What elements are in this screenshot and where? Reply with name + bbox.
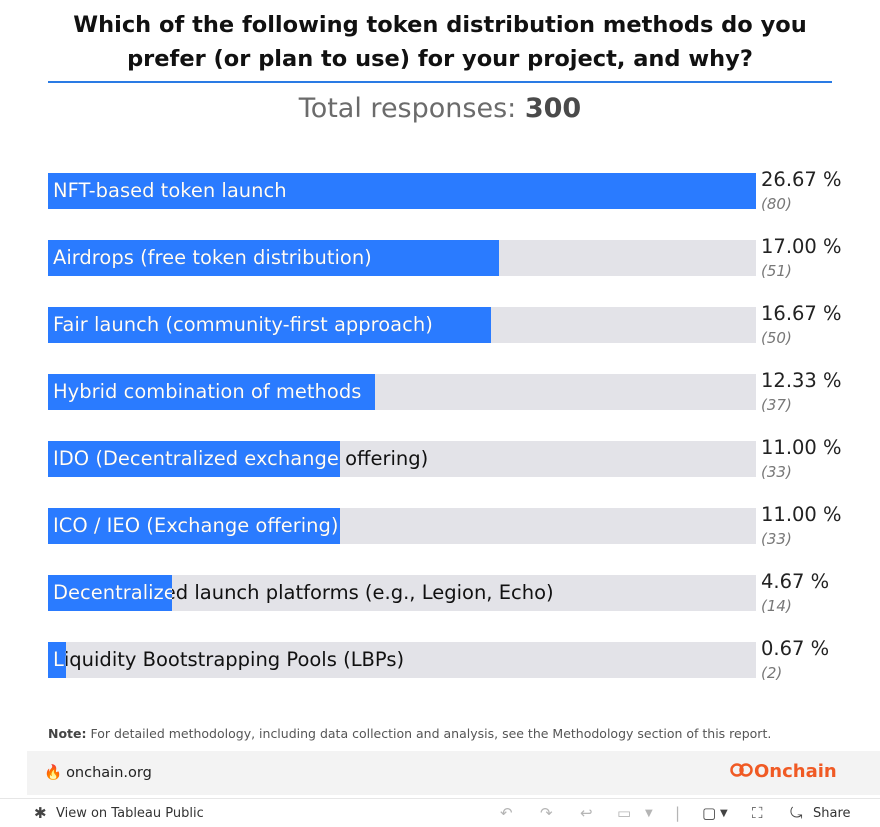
onchain-logo-mark: [730, 763, 753, 777]
bar-label-inner: Airdrops (free token distribution): [53, 246, 372, 269]
onchain-logo: Onchain: [730, 760, 837, 782]
bar-label-inner: Fair launch (community-first approach): [53, 313, 433, 336]
percent-label: 4.67 %: [761, 570, 830, 593]
share-icon[interactable]: ⤿: [790, 804, 803, 822]
title-divider: [48, 81, 832, 83]
bar-label-overlay: Hybrid combination of methods: [48, 374, 375, 410]
tableau-icon: ✱: [34, 804, 47, 822]
pause-icon[interactable]: ▭: [617, 804, 632, 822]
bar-track: Airdrops (free token distribution) Airdro…: [48, 240, 756, 276]
tableau-toolbar: [0, 798, 880, 827]
count-label: (51): [761, 262, 792, 280]
redo-icon[interactable]: ↷: [540, 804, 553, 822]
bar-track: Decentralized launch platforms (e.g., Le…: [48, 575, 756, 611]
count-label: (14): [761, 597, 792, 615]
bar-label-inner: ICO / IEO (Exchange offering): [53, 514, 339, 537]
brand-footer: [27, 751, 880, 795]
bar-label-overlay: ICO / IEO (Exchange offering): [48, 508, 340, 544]
chart-title: Which of the following token distributio…: [73, 12, 807, 72]
bar[interactable]: [48, 307, 491, 343]
bar-track: IDO (Decentralized exchange offering) IDO…: [48, 441, 756, 477]
flame-icon: 🔥: [44, 765, 63, 781]
percent-label: 17.00 %: [761, 235, 842, 258]
bar[interactable]: [48, 575, 172, 611]
fullscreen-icon[interactable]: ⛶: [752, 804, 763, 822]
percent-label: 0.67 %: [761, 637, 830, 660]
bar-track: Liquidity Bootstrapping Pools (LBPs)Liqu…: [48, 642, 756, 678]
count-label: (50): [761, 329, 792, 347]
count-label: (33): [761, 463, 792, 481]
bar-label-overlay: Decentralized launch platforms (e.g., Le…: [48, 575, 172, 611]
total-label: Total responses:: [298, 93, 517, 124]
count-label: (37): [761, 396, 792, 414]
percent-label: 16.67 %: [761, 302, 842, 325]
bar-label-overlay: NFT-based token launch: [48, 173, 756, 209]
count-label: (80): [761, 195, 792, 213]
site-label: onchain.org: [66, 765, 152, 781]
bar-label-inner: Decentralized launch platforms (e.g., Le…: [53, 581, 172, 604]
bar[interactable]: [48, 508, 340, 544]
total-value: 300: [524, 93, 582, 124]
bar-label-overlay: IDO (Decentralized exchange offering): [48, 441, 340, 477]
bar[interactable]: [48, 374, 375, 410]
bar[interactable]: [48, 642, 66, 678]
revert-icon[interactable]: ↩: [580, 804, 593, 822]
bar-label-inner: NFT-based token launch: [53, 179, 287, 202]
bar-label-inner: Liquidity Bootstrapping Pools (LBPs): [53, 648, 66, 671]
bar-label: Hybrid combination of methods: [53, 380, 362, 403]
pause-dropdown-icon[interactable]: ▼: [645, 808, 653, 819]
undo-icon[interactable]: ↶: [500, 804, 513, 822]
note-text: For detailed methodology, including data…: [86, 726, 772, 741]
bar-track: Fair launch (community-first approach) Fa…: [48, 307, 756, 343]
bar-label-inner: Hybrid combination of methods: [53, 380, 362, 403]
bar-track: ICO / IEO (Exchange offering) ICO / IEO (…: [48, 508, 756, 544]
bar-label: NFT-based token launch: [53, 179, 287, 202]
percent-label: 26.67 %: [761, 168, 842, 191]
count-label: (2): [761, 664, 783, 682]
view-on-tableau-button[interactable]: View on Tableau Public: [56, 806, 204, 821]
site-link[interactable]: 🔥 onchain.org: [44, 764, 152, 781]
share-button[interactable]: Share: [813, 806, 851, 821]
bar-label-overlay: Fair launch (community-first approach): [48, 307, 491, 343]
percent-label: 12.33 %: [761, 369, 842, 392]
count-label: (33): [761, 530, 792, 548]
bar[interactable]: [48, 173, 756, 209]
bar-label: Liquidity Bootstrapping Pools (LBPs): [53, 648, 405, 671]
bar-track: NFT-based token launch NFT-based token la…: [48, 173, 756, 209]
percent-label: 11.00 %: [761, 436, 842, 459]
bar-track: Hybrid combination of methods Hybrid comb…: [48, 374, 756, 410]
bar-label: Fair launch (community-first approach): [53, 313, 433, 336]
toolbar-divider: |: [675, 804, 681, 822]
bar-label-overlay: Liquidity Bootstrapping Pools (LBPs): [48, 642, 66, 678]
bar-label-overlay: Airdrops (free token distribution): [48, 240, 499, 276]
bar-label: ICO / IEO (Exchange offering): [53, 514, 339, 537]
bar-label: Airdrops (free token distribution): [53, 246, 372, 269]
device-preview-icon[interactable]: ▢: [702, 804, 717, 822]
note-label: Note:: [48, 726, 87, 741]
methodology-note: Note: For detailed methodology, includin…: [48, 726, 771, 741]
bar[interactable]: [48, 441, 340, 477]
device-dropdown-icon[interactable]: ▼: [720, 808, 728, 819]
total-responses: Total responses: 300: [48, 93, 832, 124]
brand-label: Onchain: [754, 761, 837, 782]
bar[interactable]: [48, 240, 499, 276]
bar-label-inner: IDO (Decentralized exchange offering): [53, 447, 340, 470]
bar-label: Decentralized launch platforms (e.g., Le…: [53, 581, 554, 604]
bar-label: IDO (Decentralized exchange offering): [53, 447, 429, 470]
percent-label: 11.00 %: [761, 503, 842, 526]
